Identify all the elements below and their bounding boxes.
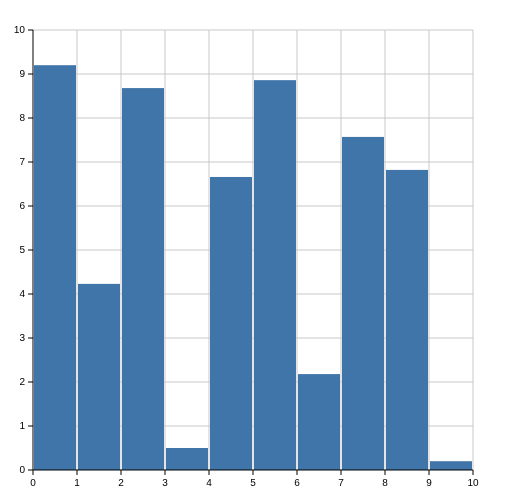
bar [254,80,296,470]
bar [122,88,164,470]
bar [210,176,252,470]
y-tick-label: 5 [19,245,25,256]
x-tick-label: 9 [426,478,432,489]
bar [386,169,428,471]
y-tick-label: 10 [14,25,26,36]
x-tick-label: 6 [294,478,300,489]
bar [298,374,340,470]
x-tick-label: 0 [30,478,36,489]
x-tick-label: 8 [382,478,388,489]
x-tick-label: 10 [467,478,479,489]
bar [34,65,76,470]
y-tick-label: 8 [19,113,25,124]
x-tick-label: 4 [206,478,212,489]
y-tick-label: 0 [19,465,25,476]
x-tick-label: 1 [74,478,80,489]
bar [342,136,384,471]
x-tick-label: 2 [118,478,124,489]
y-tick-label: 6 [19,201,25,212]
bar [78,283,120,470]
y-tick-label: 4 [19,289,25,300]
y-tick-label: 9 [19,69,25,80]
y-tick-label: 2 [19,377,25,388]
y-tick-label: 3 [19,333,25,344]
x-tick-label: 3 [162,478,168,489]
y-tick-label: 1 [19,421,25,432]
x-tick-label: 7 [338,478,344,489]
x-tick-label: 5 [250,478,256,489]
bar [430,461,472,470]
y-tick-label: 7 [19,157,25,168]
bar [166,448,208,470]
